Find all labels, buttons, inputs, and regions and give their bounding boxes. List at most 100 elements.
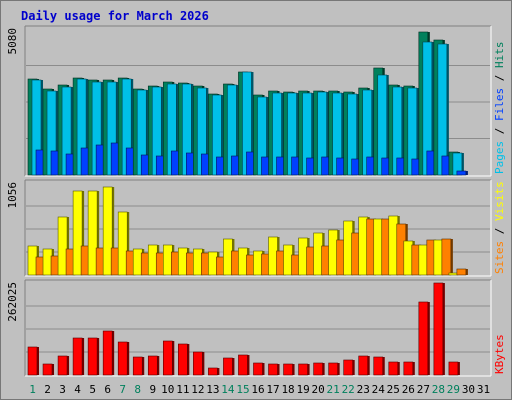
bar-face <box>193 248 203 276</box>
bar-kbytes <box>418 301 430 376</box>
day-label: 21 <box>327 383 340 396</box>
bar-face <box>373 356 384 376</box>
day-label: 30 <box>462 383 475 396</box>
bar-face <box>178 343 188 376</box>
day-label: 13 <box>206 383 219 396</box>
panel-background <box>25 280 491 376</box>
bar-face <box>456 170 467 176</box>
bar-face <box>42 363 53 376</box>
bar-face <box>132 248 143 276</box>
day-label: 3 <box>59 383 66 396</box>
day-label: 5 <box>89 383 96 396</box>
panel-top: 5080 Pages / Files / Hits <box>6 25 506 177</box>
bar-sites <box>441 238 453 276</box>
bar-kbytes <box>132 356 145 376</box>
bar-kbytes <box>27 346 39 376</box>
max-value-label: 1056 <box>6 182 19 209</box>
bar-face <box>358 355 369 376</box>
legend: Pages / Files / Hits <box>493 42 506 175</box>
bar-kbytes <box>162 340 175 376</box>
day-label: 10 <box>161 383 174 396</box>
day-label: 8 <box>134 383 141 396</box>
bar-visits <box>87 190 100 276</box>
day-label: 31 <box>477 383 490 396</box>
bar-face <box>456 268 467 276</box>
bar-kbytes <box>433 282 445 376</box>
bar-visits <box>117 211 130 276</box>
day-label: 12 <box>191 383 204 396</box>
bar-kbytes <box>313 362 325 376</box>
bar-face <box>433 282 444 376</box>
day-label: 25 <box>387 383 400 396</box>
bar-face <box>193 351 203 376</box>
bar-face <box>418 301 429 376</box>
bar-face <box>27 346 38 376</box>
bar-kbytes <box>223 357 235 376</box>
bar-kbytes <box>208 367 220 376</box>
bar-face <box>147 355 158 376</box>
day-label: 19 <box>296 383 309 396</box>
bar-kbytes <box>388 361 400 376</box>
bar-face <box>283 363 293 376</box>
bar-face <box>298 363 308 376</box>
bar-face <box>343 220 353 276</box>
day-label: 6 <box>104 383 111 396</box>
bar-kbytes <box>147 355 160 376</box>
bar-face <box>358 216 369 276</box>
bar-kbytes <box>238 354 250 376</box>
max-value-label: 5080 <box>6 28 19 55</box>
x-axis-labels: 1 2 3 4 5 6 7 8 9 10 11 12 13 14 15 16 17 18 19 20 21 22 23 24 2… <box>29 383 490 396</box>
bar-face <box>223 238 233 276</box>
bar-face <box>208 367 218 376</box>
bar-kbytes <box>373 356 385 376</box>
bar-visits <box>72 190 85 276</box>
bar-face <box>27 245 38 276</box>
bar-face <box>448 361 459 376</box>
bar-face <box>373 218 384 276</box>
bar-files <box>437 43 449 176</box>
bar-face <box>433 239 444 276</box>
bar-face <box>42 248 53 276</box>
day-label: 7 <box>119 383 126 396</box>
legend-entry-files: Files <box>493 88 506 121</box>
day-label: 2 <box>44 383 51 396</box>
bar-face <box>298 237 308 276</box>
bar-face <box>72 190 83 276</box>
bar-kbytes <box>298 363 310 376</box>
bar-kbytes <box>283 363 295 376</box>
bar-face <box>283 244 293 276</box>
day-label: 28 <box>432 383 445 396</box>
legend-separator: / <box>493 68 506 88</box>
legend-entry-visits: Visits <box>493 181 506 221</box>
bar-face <box>87 190 98 276</box>
day-label: 16 <box>251 383 264 396</box>
bar-kbytes <box>403 361 415 376</box>
bar-face <box>403 361 414 376</box>
day-label: 23 <box>357 383 370 396</box>
bar-kbytes <box>42 363 55 376</box>
day-label: 4 <box>74 383 81 396</box>
bar-face <box>57 216 68 276</box>
bar-face <box>448 272 459 276</box>
panel-bottom: 262025 KBytes <box>6 279 506 377</box>
bar-face <box>328 362 338 376</box>
bar-face <box>328 229 338 276</box>
bar-face <box>238 354 248 376</box>
bar-face <box>147 244 158 276</box>
bar-kbytes <box>87 337 100 376</box>
day-label: 27 <box>417 383 430 396</box>
bar-face <box>441 238 452 276</box>
bar-face <box>87 337 98 376</box>
bar-sites <box>456 268 468 276</box>
bar-kbytes <box>193 351 205 376</box>
day-label: 15 <box>236 383 249 396</box>
legend-entry-hits: Hits <box>493 42 506 69</box>
bar-kbytes <box>72 337 85 376</box>
legend-entry-sites: Sites <box>493 241 506 274</box>
day-label: 18 <box>281 383 294 396</box>
bar-face <box>223 357 233 376</box>
bar-kbytes <box>328 362 340 376</box>
legend-separator: / <box>493 221 506 241</box>
legend-separator: / <box>493 121 506 141</box>
